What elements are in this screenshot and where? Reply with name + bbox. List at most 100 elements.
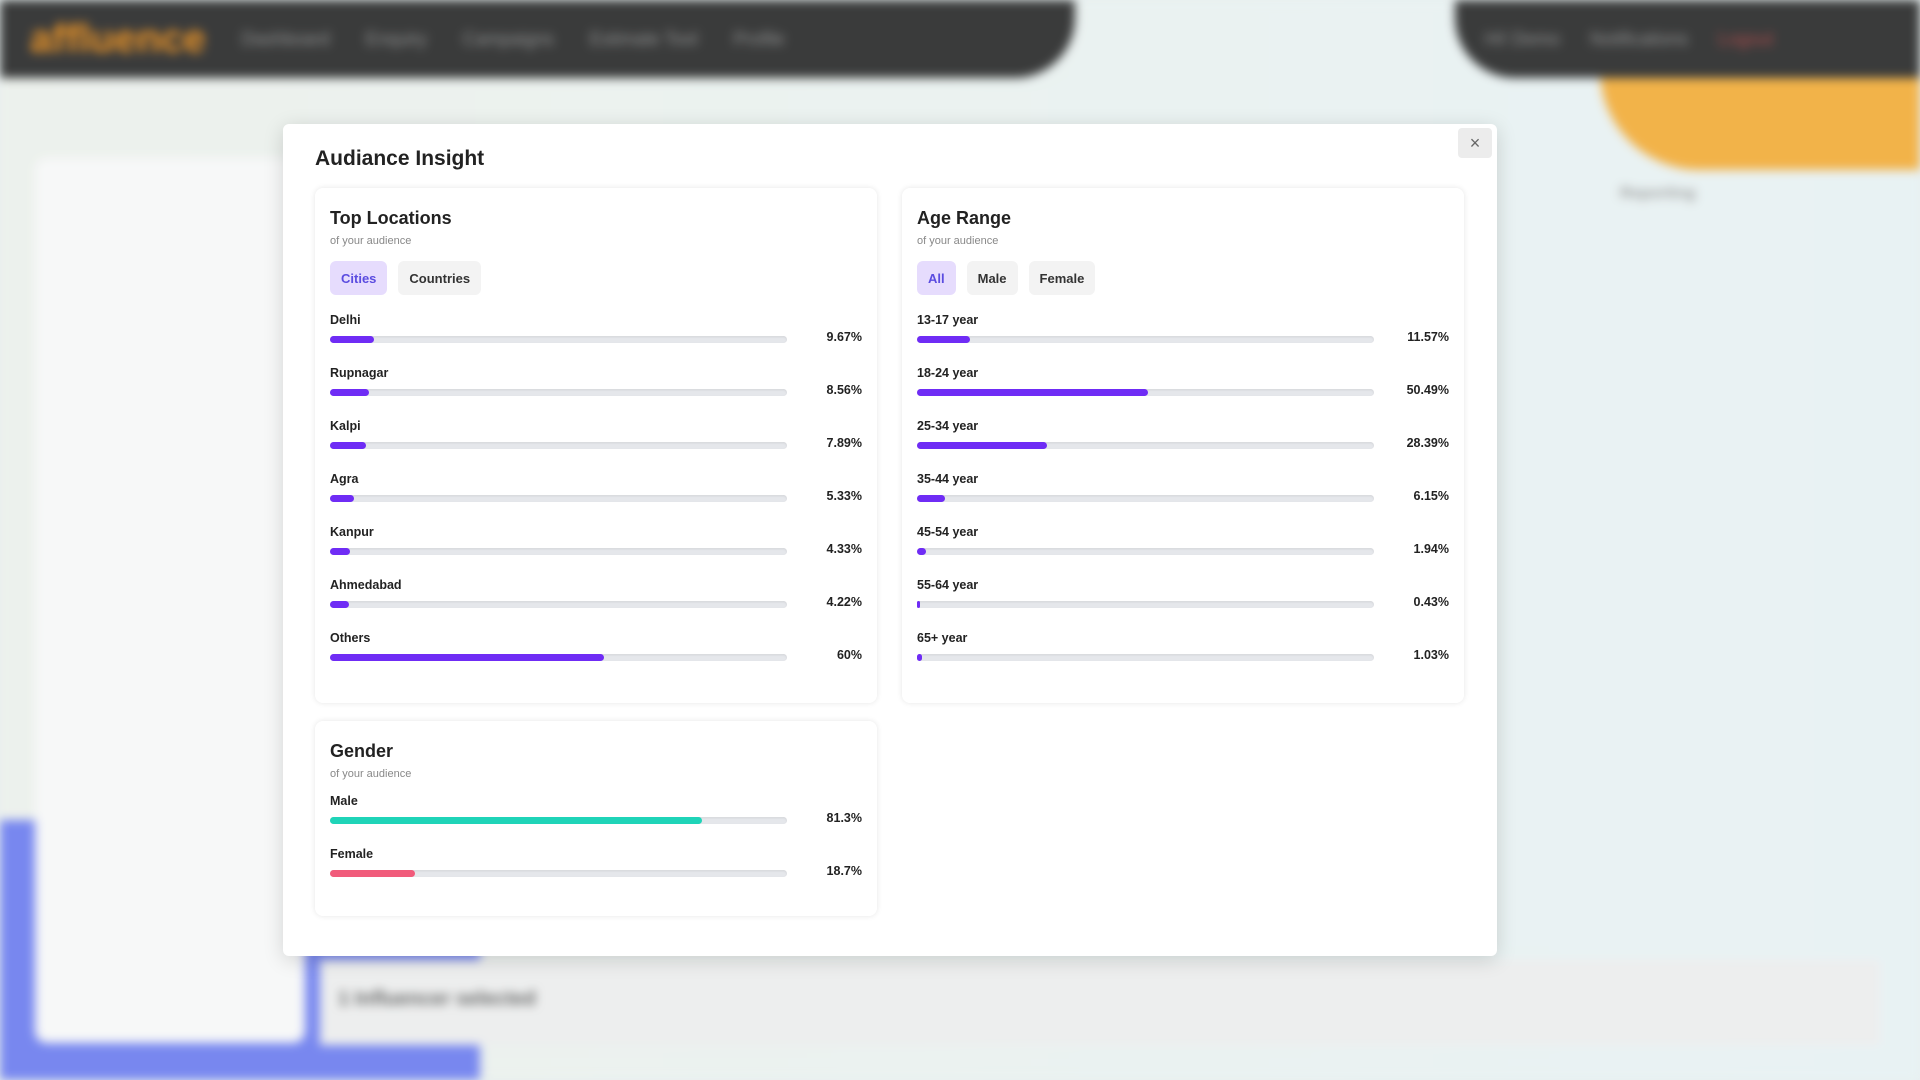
user-nav: Hi! Demo Notifications Logout	[1455, 0, 1920, 78]
card-subtitle: of your audience	[330, 235, 412, 247]
item-value: 9.67%	[826, 330, 862, 344]
age-list: 13-17 year 11.57% 18-24 year 50.49% 25-34 ye…	[917, 313, 1449, 666]
item-value: 1.03%	[1413, 648, 1449, 662]
item-label: Female	[330, 847, 374, 861]
list-item: 35-44 year 6.15%	[917, 472, 1449, 507]
item-value: 8.56%	[826, 383, 862, 397]
nav-profile[interactable]: Profile	[733, 28, 785, 49]
item-label: Delhi	[330, 313, 361, 327]
list-item: Others 60%	[330, 631, 862, 666]
tab-all[interactable]: All	[917, 261, 956, 295]
nav-estimate-tool[interactable]: Estimate Tool	[589, 28, 698, 49]
progress-bar	[330, 548, 787, 555]
progress-bar	[917, 336, 1374, 343]
progress-bar	[330, 495, 787, 502]
item-value: 18.7%	[826, 864, 862, 878]
progress-fill	[330, 817, 702, 824]
selected-count: 1 Influencer selected	[338, 988, 536, 1010]
list-item: Male 81.3%	[330, 794, 862, 829]
gender-card: Gender of your audience Male 81.3% Female 1…	[315, 721, 877, 916]
progress-fill	[917, 654, 922, 661]
card-title: Gender	[330, 741, 394, 761]
location-list: Delhi 9.67% Rupnagar 8.56% Kalpi 7.89% Agra 5.3…	[330, 313, 862, 666]
card-subtitle: of your audience	[330, 768, 412, 780]
item-value: 11.57%	[1407, 330, 1449, 344]
progress-fill	[330, 870, 416, 877]
item-value: 4.33%	[826, 542, 862, 556]
progress-bar	[330, 389, 787, 396]
progress-bar	[330, 601, 787, 608]
tab-male[interactable]: Male	[966, 261, 1018, 295]
list-item: Rupnagar 8.56%	[330, 366, 862, 401]
nav-campaigns[interactable]: Campaigns	[462, 28, 554, 49]
item-label: Others	[330, 631, 371, 645]
item-label: Rupnagar	[330, 366, 389, 380]
card-title: Age Range	[917, 208, 1012, 228]
list-item: Ahmedabad 4.22%	[330, 578, 862, 613]
progress-fill	[330, 601, 350, 608]
item-label: 25-34 year	[917, 419, 979, 433]
card-subtitle: of your audience	[917, 235, 999, 247]
item-value: 7.89%	[826, 436, 862, 450]
item-value: 50.49%	[1406, 383, 1449, 397]
item-value: 81.3%	[826, 811, 862, 825]
item-value: 4.22%	[826, 595, 862, 609]
progress-bar	[917, 601, 1374, 608]
progress-bar	[917, 442, 1374, 449]
progress-fill	[330, 548, 350, 555]
progress-fill	[917, 336, 970, 343]
logout-link[interactable]: Logout	[1718, 28, 1774, 49]
list-item: Delhi 9.67%	[330, 313, 862, 348]
tab-female[interactable]: Female	[1028, 261, 1096, 295]
item-value: 60%	[836, 648, 862, 662]
item-label: 45-54 year	[917, 525, 979, 539]
gender-list: Male 81.3% Female 18.7%	[330, 794, 862, 882]
progress-fill	[330, 654, 605, 661]
age-tabs: All Male Female	[917, 261, 1449, 295]
close-button[interactable]: ×	[1458, 128, 1492, 158]
progress-fill	[330, 389, 370, 396]
audience-insight-modal: × Audiance Insight Top Locations of your…	[283, 124, 1497, 956]
progress-bar	[330, 442, 787, 449]
item-label: Kalpi	[330, 419, 361, 433]
progress-bar	[330, 870, 787, 877]
progress-fill	[330, 336, 375, 343]
progress-fill	[917, 389, 1148, 396]
item-value: 6.15%	[1413, 489, 1449, 503]
decor-shape	[1600, 70, 1920, 170]
progress-bar	[917, 654, 1374, 661]
card-title: Top Locations	[330, 208, 452, 228]
tab-cities[interactable]: Cities	[330, 261, 388, 295]
list-item: 18-24 year 50.49%	[917, 366, 1449, 401]
tab-countries[interactable]: Countries	[398, 261, 482, 295]
item-label: 55-64 year	[917, 578, 979, 592]
nav-enquiry[interactable]: Enquiry	[365, 28, 427, 49]
progress-bar	[330, 336, 787, 343]
item-value: 28.39%	[1406, 436, 1449, 450]
nav-dashboard[interactable]: Dashboard	[241, 28, 330, 49]
logo: affluence	[30, 16, 206, 61]
progress-fill	[917, 442, 1047, 449]
item-label: 18-24 year	[917, 366, 979, 380]
top-locations-card: Top Locations of your audience Cities Cou…	[315, 188, 877, 703]
top-nav: affluence Dashboard Enquiry Campaigns Es…	[0, 0, 1075, 78]
age-range-card: Age Range of your audience All Male Female…	[902, 188, 1464, 703]
item-value: 5.33%	[826, 489, 862, 503]
side-panel	[35, 158, 305, 1043]
progress-bar	[917, 389, 1374, 396]
location-tabs: Cities Countries	[330, 261, 862, 295]
progress-fill	[330, 442, 367, 449]
list-item: Agra 5.33%	[330, 472, 862, 507]
selection-bar: 1 Influencer selected	[320, 960, 1880, 1045]
progress-bar	[917, 495, 1374, 502]
progress-fill	[917, 495, 946, 502]
list-item: 13-17 year 11.57%	[917, 313, 1449, 348]
modal-title: Audiance Insight	[315, 147, 485, 170]
list-item: 55-64 year 0.43%	[917, 578, 1449, 613]
list-item: 25-34 year 28.39%	[917, 419, 1449, 454]
list-item: Female 18.7%	[330, 847, 862, 882]
status-reporting: Reporting	[1620, 185, 1696, 202]
notifications-link[interactable]: Notifications	[1590, 28, 1689, 49]
item-label: 13-17 year	[917, 313, 979, 327]
item-label: 35-44 year	[917, 472, 979, 486]
